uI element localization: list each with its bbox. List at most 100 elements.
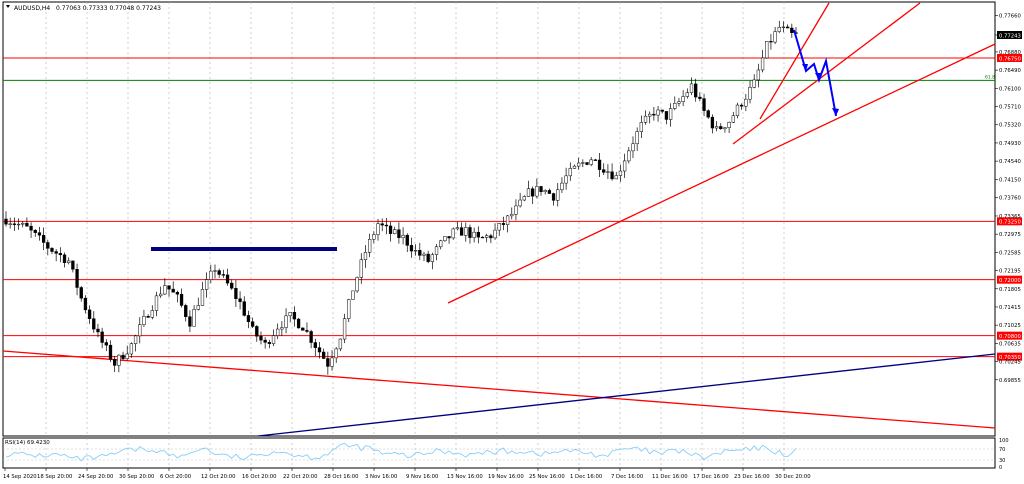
candle-bullish	[204, 279, 209, 290]
candle-bearish	[702, 98, 706, 111]
candle-bearish	[58, 253, 62, 256]
y-tick-label: 0.73365	[999, 214, 1021, 220]
candle-bearish	[710, 116, 715, 129]
chart-symbol-label: AUDUSD,H4	[14, 5, 50, 12]
projection-arrow-icon-2	[815, 73, 821, 80]
candle-bullish	[514, 205, 518, 215]
candle-bullish	[138, 324, 142, 337]
candle-bullish	[401, 234, 405, 238]
candle-bearish	[501, 223, 506, 225]
candle-bullish	[142, 316, 146, 325]
candle-bearish	[426, 253, 430, 262]
candle-bearish	[597, 159, 602, 170]
candle-bullish	[618, 170, 623, 176]
candle-bearish	[790, 27, 794, 33]
candle-bullish	[133, 335, 138, 344]
candle-bullish	[606, 171, 610, 173]
y-tick-label: 0.69855	[999, 378, 1021, 384]
level-price-tag-label: 0.72000	[999, 278, 1022, 284]
y-tick-label: 0.76100	[999, 86, 1022, 92]
rsi-line	[5, 442, 797, 462]
candle-bullish	[731, 115, 735, 123]
candle-bearish	[104, 342, 108, 346]
rsi-axis: 100 70 300	[999, 438, 1009, 471]
candle-bearish	[397, 229, 401, 238]
candle-bullish	[347, 299, 351, 319]
candle-bullish	[752, 79, 756, 88]
candle-bullish	[622, 160, 627, 172]
candle-bullish	[727, 122, 731, 128]
candle-bullish	[639, 122, 643, 132]
candle-bearish	[46, 242, 50, 249]
candle-bearish	[405, 234, 409, 246]
candle-bullish	[271, 335, 276, 344]
candle-bearish	[785, 26, 790, 29]
candle-bullish	[393, 229, 397, 234]
candle-bullish	[765, 41, 769, 59]
rsi-axis-label: 70	[999, 447, 1005, 453]
candle-bullish	[510, 214, 514, 217]
y-tick-label: 0.75710	[999, 105, 1022, 111]
level-price-tag-label: 0.70800	[999, 334, 1022, 340]
candle-bearish	[79, 287, 83, 299]
candle-bearish	[380, 223, 384, 226]
candle-bearish	[301, 327, 305, 331]
candle-bearish	[87, 309, 92, 319]
level-price-tag	[997, 54, 1022, 62]
candle-bearish	[468, 227, 472, 238]
candle-bullish	[781, 26, 786, 29]
candle-bearish	[447, 236, 451, 239]
symbol-dropdown-icon[interactable]	[6, 5, 10, 8]
candle-bearish	[593, 159, 598, 161]
candle-bearish	[238, 298, 242, 302]
candle-bearish	[769, 41, 773, 43]
y-tick-label: 0.70245	[999, 360, 1021, 366]
candle-bullish	[288, 312, 292, 317]
x-tick-label: 18 Sep 20:00	[37, 474, 73, 480]
candle-bearish	[188, 316, 192, 327]
candle-bearish	[50, 248, 54, 252]
y-tick-label: 0.72975	[999, 232, 1021, 238]
candle-bullish	[564, 175, 568, 184]
candle-bullish	[485, 235, 489, 238]
candle-bearish	[146, 316, 150, 318]
main-ascending-trendline[interactable]	[447, 43, 996, 304]
x-tick-label: 11 Dec 16:00	[652, 474, 688, 480]
channel-trendline-steep[interactable]	[759, 2, 830, 120]
x-tick-label: 19 Nov 16:00	[488, 474, 524, 480]
channel-trendline-upper[interactable]	[732, 2, 921, 145]
descending-trendline[interactable]	[2, 350, 996, 429]
rsi-axis-label: 100	[999, 438, 1009, 444]
candle-bearish	[267, 342, 271, 344]
candle-bearish	[41, 234, 46, 243]
x-tick-label: 9 Nov 16:00	[406, 474, 439, 480]
blue-support-trendline[interactable]	[257, 353, 996, 437]
candle-bullish	[413, 250, 418, 252]
fib-level-label: 61.8	[985, 74, 995, 80]
y-tick-label: 0.77660	[999, 14, 1022, 20]
projection-path[interactable]	[793, 29, 839, 117]
candle-bearish	[409, 245, 414, 252]
candle-bearish	[96, 328, 100, 333]
candle-bearish	[221, 274, 226, 276]
candle-bearish	[531, 188, 535, 197]
candle-bearish	[37, 232, 42, 236]
candle-bearish	[719, 126, 723, 130]
x-tick-label: 3 Nov 16:00	[365, 474, 398, 480]
blue-zone-marker[interactable]	[151, 247, 337, 251]
x-tick-label: 24 Sep 20:00	[78, 474, 114, 480]
candle-bullish	[200, 289, 205, 306]
candle-bearish	[33, 229, 37, 233]
x-tick-label: 30 Dec 20:00	[775, 474, 811, 480]
candle-bearish	[313, 342, 317, 348]
candle-bullish	[497, 223, 501, 231]
candle-bearish	[75, 268, 79, 288]
candle-bearish	[255, 326, 259, 337]
candle-bullish	[518, 199, 522, 207]
candle-bullish	[581, 162, 585, 164]
candle-bullish	[8, 223, 12, 225]
candle-bearish	[83, 297, 88, 311]
current-price-label: 0.77243	[999, 33, 1021, 39]
